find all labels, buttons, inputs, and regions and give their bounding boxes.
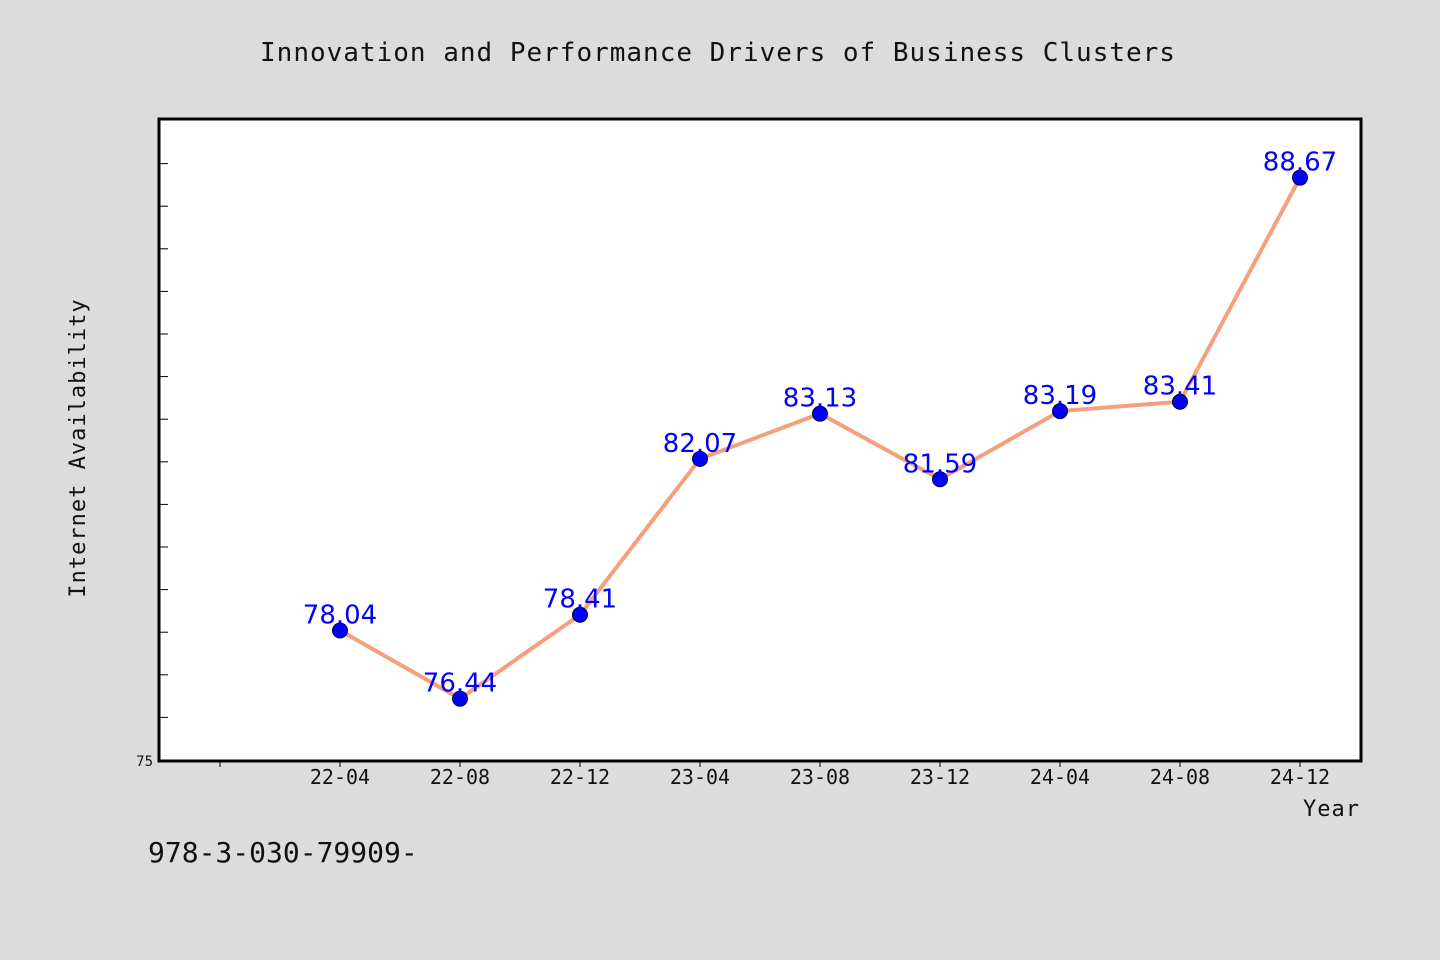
x-tick-label: 24-04 [1030, 765, 1090, 789]
data-point-marker [932, 471, 948, 488]
x-axis-ticks: 22-04 22-08 22-12 23-04 23-08 23-12 24-04 24-08… [219, 761, 1330, 789]
data-label-layer: 78.04 76.44 78.41 82.07 83.13 81.59 83.19 83.41… [303, 148, 1337, 699]
y-tick-label-75: 75 [136, 754, 153, 770]
data-point-marker [1172, 393, 1188, 410]
y-axis-label: Internet Availability [66, 298, 91, 597]
data-label: 83.19 [1023, 381, 1097, 411]
data-point-marker [572, 606, 588, 623]
data-label: 83.41 [1143, 372, 1217, 402]
data-label: 78.41 [543, 585, 617, 615]
data-label: 83.13 [783, 384, 857, 414]
data-point-marker [1052, 403, 1068, 420]
x-tick-label: 23-04 [670, 765, 730, 789]
data-label: 76.44 [423, 669, 497, 699]
x-tick-label: 24-12 [1270, 765, 1330, 789]
data-label: 81.59 [903, 449, 977, 479]
plot-area [157, 117, 1363, 763]
data-point-marker [692, 450, 708, 467]
x-tick-label: 23-08 [790, 765, 850, 789]
x-tick-label: 22-12 [550, 765, 610, 789]
x-tick-label: 23-12 [910, 765, 970, 789]
y-axis-ticks [160, 163, 168, 718]
data-label: 88.67 [1263, 148, 1337, 178]
x-tick-label: 22-04 [310, 765, 370, 789]
data-label: 78.04 [303, 600, 377, 630]
x-axis-label: Year [1303, 797, 1360, 822]
x-tick-label: 22-08 [430, 765, 490, 789]
data-label: 82.07 [663, 429, 737, 459]
series-layer [332, 169, 1308, 707]
chart-title: Innovation and Performance Drivers of Bu… [260, 38, 1176, 68]
data-point-marker [332, 622, 348, 639]
data-point-marker [1292, 169, 1308, 186]
data-point-marker [452, 690, 468, 707]
data-point-marker [812, 405, 828, 422]
x-tick-label: 24-08 [1150, 765, 1210, 789]
footnote-isbn: 978-3-030-79909- [148, 836, 418, 869]
